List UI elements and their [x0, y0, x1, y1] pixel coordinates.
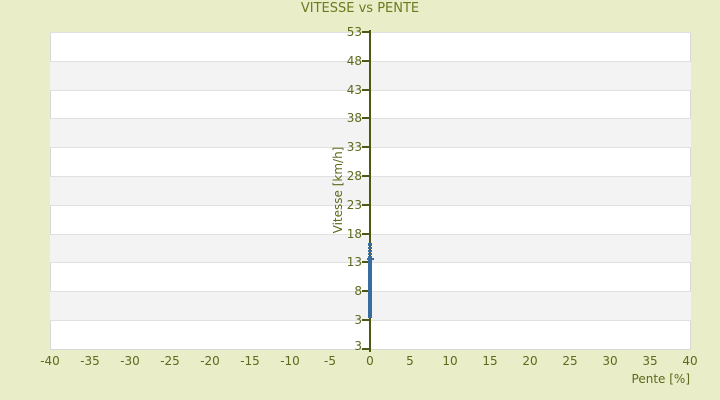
y-tick-label: 38	[346, 111, 362, 126]
x-axis-title: Pente [%]	[631, 372, 690, 386]
y-tick-label: 53	[346, 25, 362, 39]
y-tick-label: 13	[346, 255, 362, 270]
y-tick-label: 33	[346, 140, 362, 155]
data-point	[368, 312, 372, 315]
data-point	[368, 310, 372, 313]
data-point	[368, 252, 372, 255]
y-axis-tick	[362, 290, 371, 293]
y-axis-tick	[362, 319, 371, 321]
x-tick-label: 15	[482, 354, 498, 368]
y-axis-tick	[362, 203, 371, 206]
x-tick-label: -40	[40, 354, 60, 368]
y-tick-label: 18	[346, 226, 362, 241]
x-tick-label: 5	[406, 354, 414, 368]
x-tick-label: 0	[366, 354, 374, 368]
y-axis-tick	[362, 261, 371, 264]
data-point	[368, 247, 372, 249]
y-tick-label: 48	[346, 53, 362, 68]
x-tick-label: -10	[280, 354, 300, 368]
data-point	[368, 242, 372, 245]
x-tick-label: -5	[324, 354, 336, 368]
y-tick-label: 43	[346, 82, 362, 97]
data-point	[368, 249, 372, 252]
data-point	[368, 244, 372, 247]
y-tick-label: 23	[346, 197, 362, 212]
x-tick-label: 10	[442, 354, 458, 368]
y-tick-label: 28	[346, 169, 362, 183]
x-tick-label: -30	[120, 354, 140, 368]
x-tick-label: -35	[80, 354, 100, 368]
x-tick-label: 40	[682, 354, 698, 368]
y-axis-tick	[362, 117, 371, 120]
y-axis-tick	[362, 146, 371, 149]
y-axis-line-at-zero	[369, 30, 371, 352]
y-tick-label: 8	[354, 284, 362, 299]
y-axis-tick	[362, 232, 371, 235]
y-tick-label: 3	[354, 338, 362, 353]
data-point	[368, 315, 372, 318]
chart-title: VITESSE vs PENTE	[300, 1, 420, 16]
y-axis-title: Vitesse [km/h]	[331, 146, 345, 234]
x-tick-label: -25	[160, 354, 180, 368]
x-tick-label: 20	[522, 354, 538, 368]
y-axis-tick	[362, 348, 371, 350]
y-axis-tick	[362, 31, 371, 33]
y-axis-tick	[362, 88, 371, 91]
x-tick-label: 25	[562, 354, 578, 368]
y-axis-tick	[362, 175, 371, 177]
x-tick-label: 30	[602, 354, 618, 368]
x-tick-label: -20	[200, 354, 220, 368]
y-tick-label: 3	[354, 313, 362, 327]
y-axis-tick	[362, 59, 371, 62]
x-tick-label: 35	[642, 354, 658, 368]
data-point	[368, 313, 372, 316]
x-tick-label: -15	[240, 354, 260, 368]
